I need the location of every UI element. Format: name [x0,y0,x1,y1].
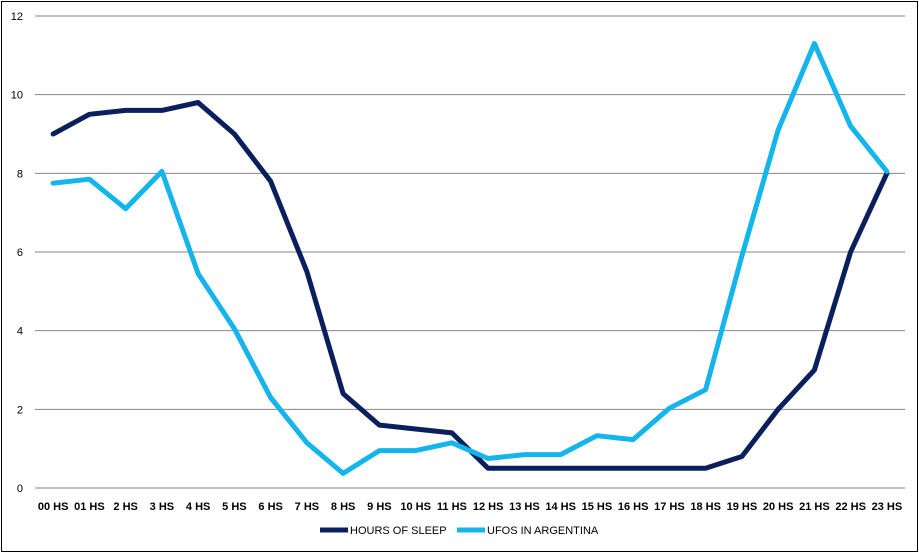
x-tick-label: 17 HS [654,501,685,513]
x-axis-tick-labels: 00 HS 01 HS 2 HS 3 HS 4 HS 5 HS 6 HS 7 HS 8 HS 9 … [38,501,902,513]
x-tick-label: 19 HS [727,501,758,513]
y-tick-label: 0 [17,483,23,495]
x-tick-label: 5 HS [222,501,246,513]
x-tick-label: 14 HS [545,501,576,513]
series-lines [50,41,890,476]
x-tick-label: 21 HS [799,501,830,513]
legend: HOURS OF SLEEP UFOS IN ARGENTINA [320,525,599,537]
y-tick-label: 2 [17,404,23,416]
x-tick-label: 13 HS [509,501,540,513]
x-tick-label: 23 HS [872,501,903,513]
x-tick-label: 12 HS [473,501,504,513]
x-tick-label: 01 HS [74,501,105,513]
x-tick-label: 8 HS [331,501,355,513]
y-tick-label: 8 [17,168,23,180]
legend-item: UFOS IN ARGENTINA [457,525,599,537]
x-tick-label: 20 HS [763,501,794,513]
x-tick-label: 00 HS [38,501,69,513]
x-tick-label: 11 HS [437,501,467,513]
x-tick-label: 2 HS [113,501,137,513]
x-tick-label: 16 HS [618,501,649,513]
series-line-hours-of-sleep [50,100,890,471]
x-tick-label: 22 HS [835,501,866,513]
series-line-ufos-in-argentina [50,41,890,476]
x-tick-label: 3 HS [150,501,174,513]
gridlines [35,15,905,410]
y-tick-label: 12 [11,11,23,23]
legend-label: UFOS IN ARGENTINA [487,525,599,537]
y-tick-label: 10 [11,90,23,102]
x-tick-label: 15 HS [582,501,613,513]
legend-item: HOURS OF SLEEP [320,525,447,537]
x-tick-label: 10 HS [400,501,431,513]
y-tick-label: 4 [17,326,23,338]
x-tick-label: 6 HS [258,501,282,513]
x-tick-label: 4 HS [186,501,210,513]
x-tick-label: 18 HS [690,501,721,513]
legend-label: HOURS OF SLEEP [350,525,447,537]
y-axis-tick-labels: 0 2 4 6 8 10 12 [11,11,23,495]
y-tick-label: 6 [17,247,23,259]
x-tick-label: 9 HS [367,501,391,513]
x-tick-label: 7 HS [295,501,319,513]
